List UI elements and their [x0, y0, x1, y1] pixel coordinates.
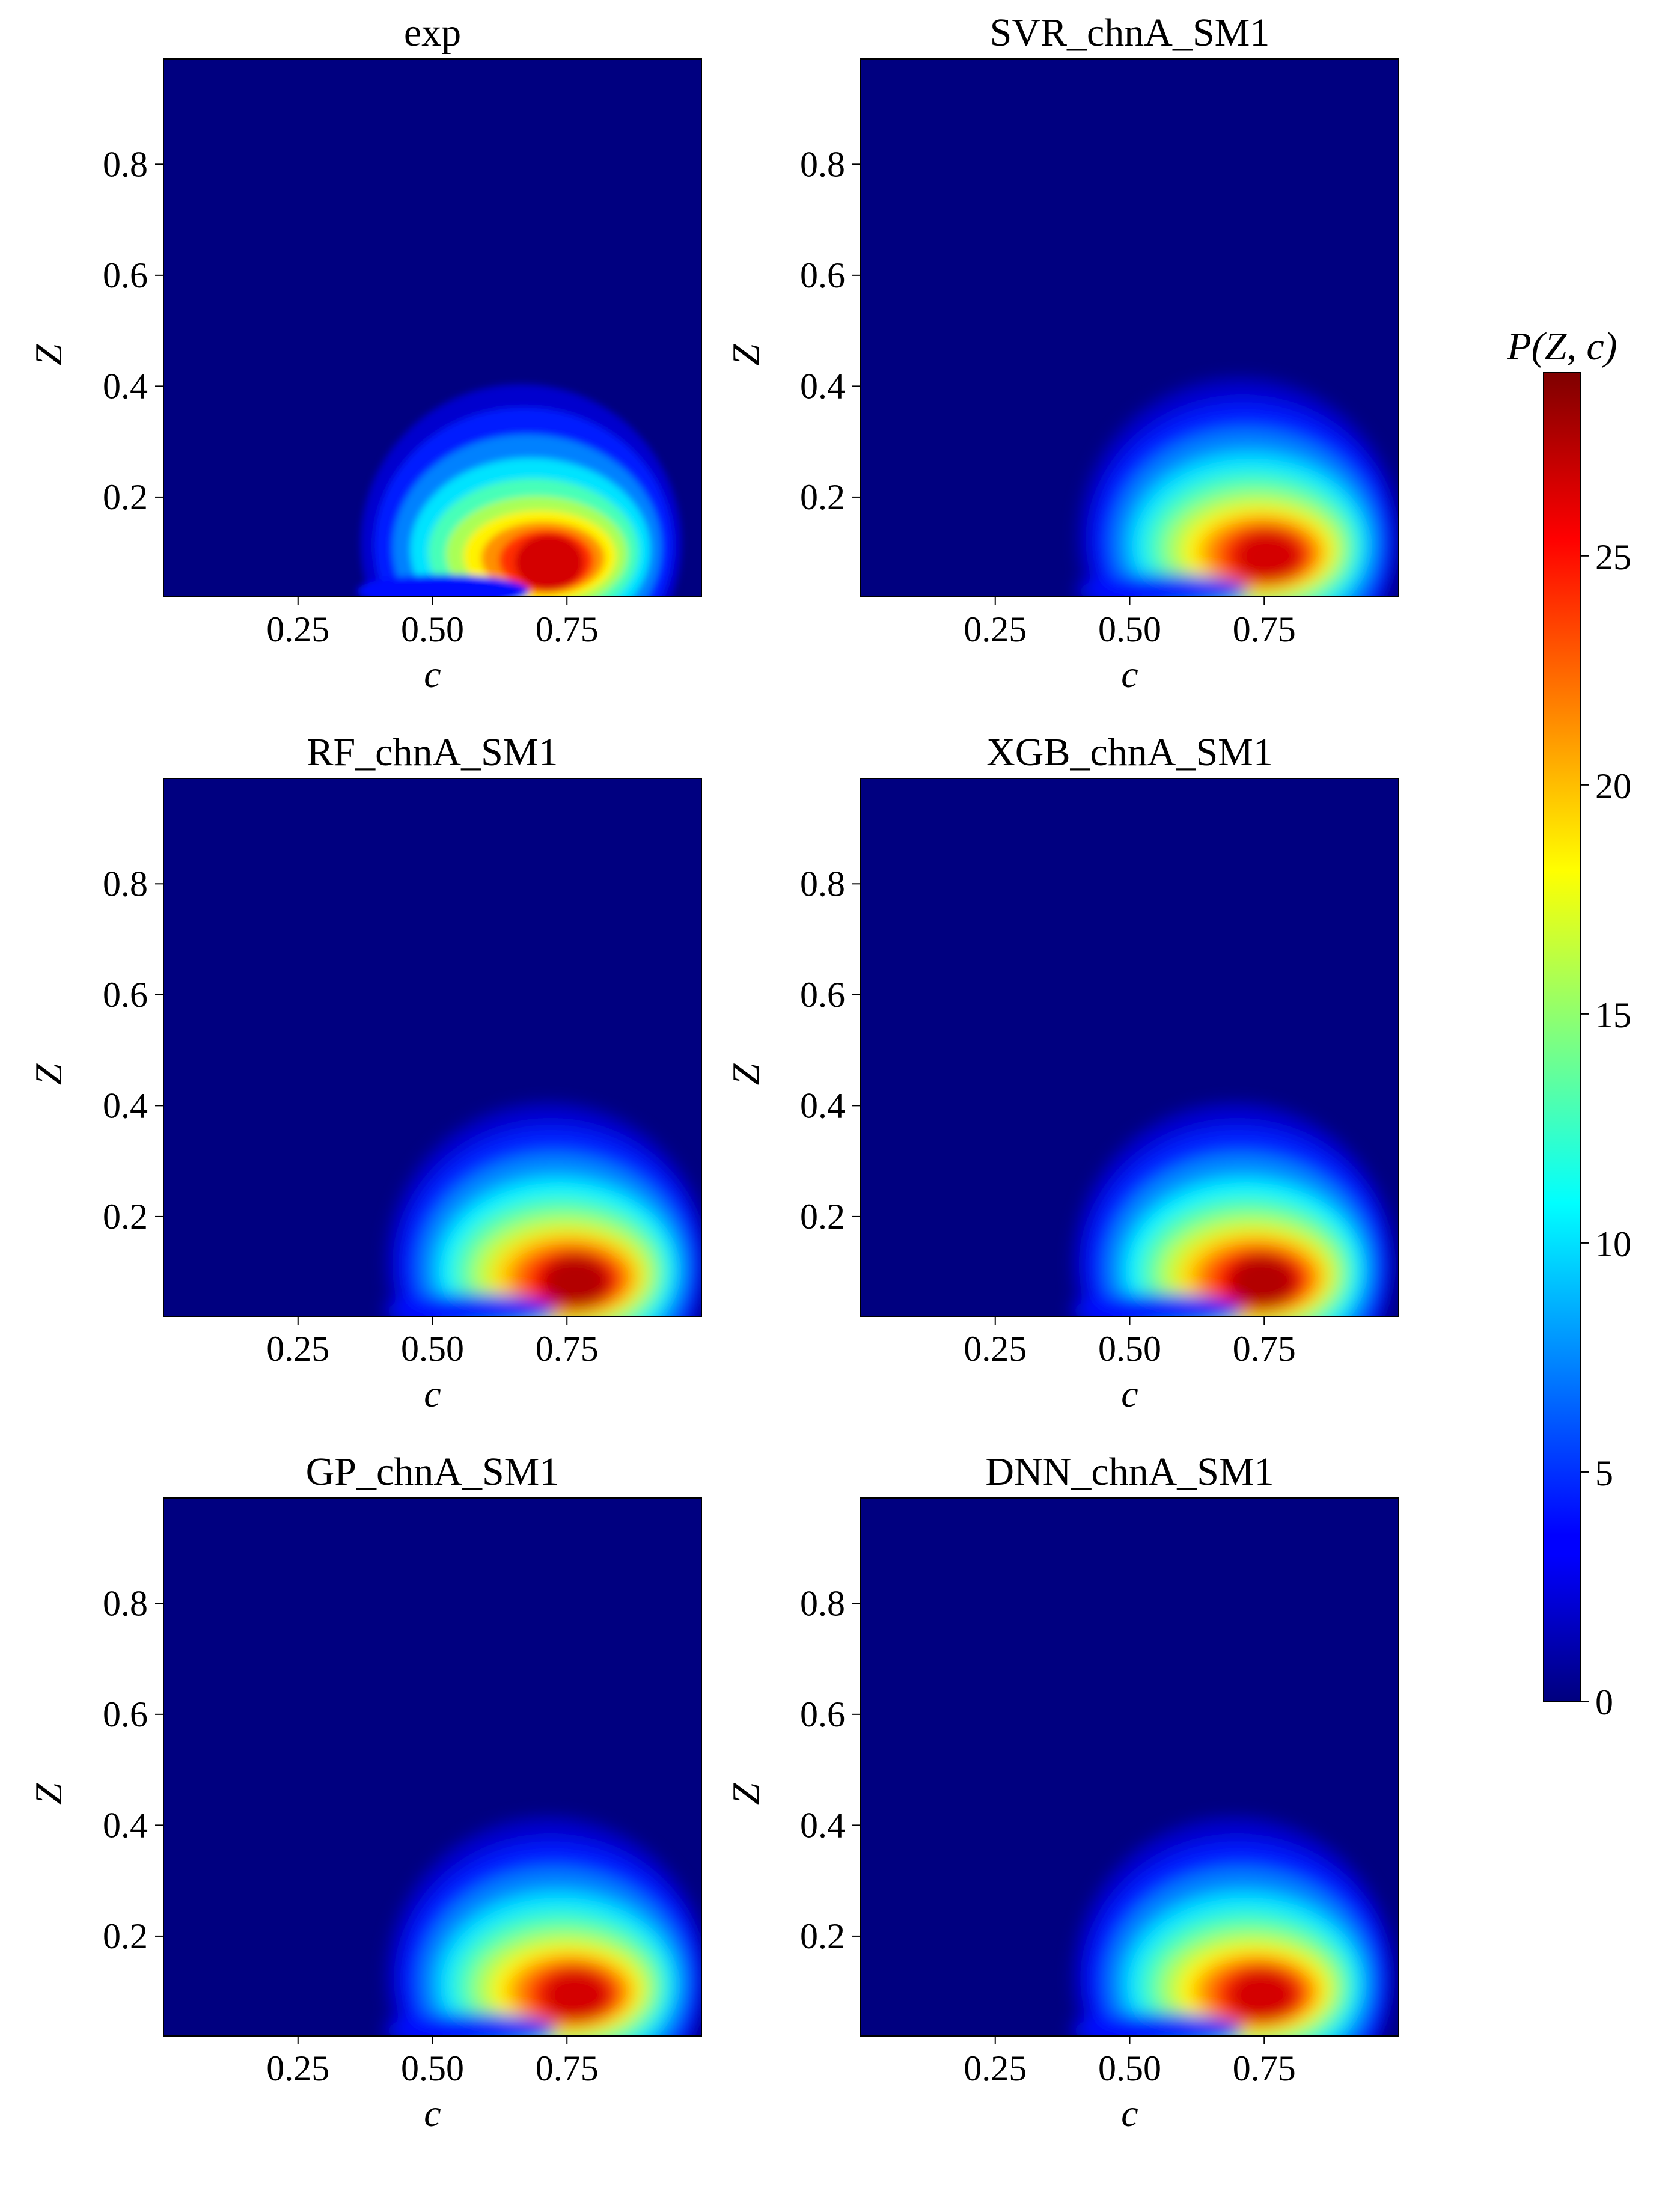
x-tick-label: 0.75 — [536, 2049, 599, 2088]
y-tick-label: 0.8 — [103, 144, 148, 184]
density-blob — [383, 1817, 701, 2036]
x-axis-label: c — [1121, 653, 1138, 695]
x-tick-label: 0.75 — [1233, 1329, 1296, 1369]
panel-title: RF_chnA_SM1 — [307, 730, 558, 774]
colorbar-tick-label: 15 — [1595, 995, 1631, 1035]
x-tick-label: 0.75 — [1233, 610, 1296, 649]
x-axis-label: c — [1121, 1372, 1138, 1415]
x-tick-label: 0.75 — [536, 1329, 599, 1369]
panel-title: exp — [404, 11, 461, 55]
heatmap-panel: DNN_chnA_SM1 0.25 0.50 0.75 0.2 0.4 0.6 0.8 c Z — [724, 1450, 1399, 2135]
x-tick-label: 0.50 — [401, 610, 464, 649]
x-axis-label: c — [424, 653, 441, 695]
x-tick-label: 0.75 — [536, 610, 599, 649]
y-tick-label: 0.6 — [103, 975, 148, 1015]
density-tail — [1071, 2014, 1243, 2036]
colorbar-tick-label: 20 — [1595, 766, 1631, 806]
x-tick-label: 0.25 — [266, 2049, 329, 2088]
density-blob — [357, 384, 682, 597]
y-tick-label: 0.2 — [800, 1197, 845, 1236]
y-tick-label: 0.8 — [800, 144, 845, 184]
density-blob — [383, 1103, 701, 1316]
heatmap-panel: GP_chnA_SM1 0.25 0.50 0.75 0.2 0.4 0.6 0.8 c Z — [27, 1450, 702, 2135]
x-tick-label: 0.50 — [1098, 2049, 1161, 2088]
x-axis-label: c — [1121, 2092, 1138, 2135]
y-tick-label: 0.4 — [800, 1086, 845, 1125]
y-tick-label: 0.8 — [800, 1583, 845, 1623]
y-tick-label: 0.4 — [103, 1086, 148, 1125]
density-blob — [1076, 378, 1399, 597]
y-tick-label: 0.2 — [800, 1916, 845, 1956]
x-axis-label: c — [424, 2092, 441, 2135]
colorbar-tick-label: 5 — [1595, 1453, 1613, 1493]
y-tick-label: 0.6 — [103, 255, 148, 295]
heatmap-panel: SVR_chnA_SM1 0.25 0.50 0.75 0.2 0.4 0.6 0.8 c Z — [724, 11, 1399, 695]
x-tick-label: 0.50 — [1098, 1329, 1161, 1369]
heatmap-panel: XGB_chnA_SM1 0.25 0.50 0.75 0.2 0.4 0.6 0.8 c Z — [724, 730, 1399, 1415]
colorbar-tick-label: 10 — [1595, 1224, 1631, 1264]
y-tick-label: 0.8 — [800, 864, 845, 903]
y-tick-label: 0.4 — [103, 366, 148, 406]
y-axis-label: Z — [27, 1063, 70, 1085]
density-level — [1228, 1967, 1297, 2025]
y-tick-label: 0.6 — [800, 975, 845, 1015]
heatmap-panel: exp 0.25 0.50 0.75 0.2 0.4 0.6 0.8 c Z — [27, 11, 702, 695]
y-axis-label: Z — [27, 1782, 70, 1805]
heatmap-panel: RF_chnA_SM1 0.25 0.50 0.75 0.2 0.4 0.6 0.8 c Z — [27, 730, 702, 1415]
y-tick-label: 0.4 — [800, 1805, 845, 1845]
y-tick-label: 0.2 — [103, 1916, 148, 1956]
density-tail — [1076, 575, 1248, 597]
x-tick-label: 0.50 — [401, 1329, 464, 1369]
y-axis-label: Z — [724, 343, 767, 365]
y-tick-label: 0.4 — [800, 366, 845, 406]
panel-title: SVR_chnA_SM1 — [990, 11, 1270, 55]
y-axis-label: Z — [724, 1782, 767, 1805]
colorbar-tick-label: 0 — [1595, 1682, 1613, 1722]
density-blob — [1071, 1817, 1395, 2036]
density-blob — [1071, 1103, 1395, 1316]
colorbar-label: P(Z, c) — [1506, 325, 1617, 368]
y-tick-label: 0.2 — [103, 1197, 148, 1236]
x-tick-label: 0.50 — [401, 2049, 464, 2088]
y-tick-label: 0.6 — [103, 1695, 148, 1734]
x-tick-label: 0.25 — [266, 610, 329, 649]
y-axis-label: Z — [724, 1063, 767, 1085]
density-level — [1228, 1254, 1297, 1310]
density-tail — [383, 1294, 557, 1316]
y-tick-label: 0.8 — [103, 1583, 148, 1623]
panel-title: GP_chnA_SM1 — [306, 1450, 560, 1494]
panel-title: DNN_chnA_SM1 — [985, 1450, 1274, 1494]
x-tick-label: 0.25 — [266, 1329, 329, 1369]
panel-title: XGB_chnA_SM1 — [986, 730, 1273, 774]
colorbar-tick-label: 25 — [1595, 537, 1631, 577]
y-tick-label: 0.2 — [800, 477, 845, 517]
density-level — [515, 534, 584, 591]
density-tail — [1071, 1294, 1243, 1316]
x-tick-label: 0.25 — [964, 1329, 1027, 1369]
density-tail — [383, 2014, 557, 2036]
y-tick-label: 0.2 — [103, 477, 148, 517]
density-tail — [357, 575, 530, 597]
x-tick-label: 0.75 — [1233, 2049, 1296, 2088]
y-axis-label: Z — [27, 343, 70, 365]
x-tick-label: 0.50 — [1098, 610, 1161, 649]
x-axis-label: c — [424, 1372, 441, 1415]
y-tick-label: 0.8 — [103, 864, 148, 903]
y-tick-label: 0.6 — [800, 1695, 845, 1734]
x-tick-label: 0.25 — [964, 610, 1027, 649]
colorbar: 0 5 10 15 20 25 P(Z, c) — [1506, 325, 1631, 1722]
x-tick-label: 0.25 — [964, 2049, 1027, 2088]
density-level — [1233, 528, 1303, 585]
colorbar-gradient — [1543, 372, 1581, 1702]
density-level — [542, 1967, 611, 2025]
y-tick-label: 0.4 — [103, 1805, 148, 1845]
density-level — [542, 1254, 611, 1310]
y-tick-label: 0.6 — [800, 255, 845, 295]
